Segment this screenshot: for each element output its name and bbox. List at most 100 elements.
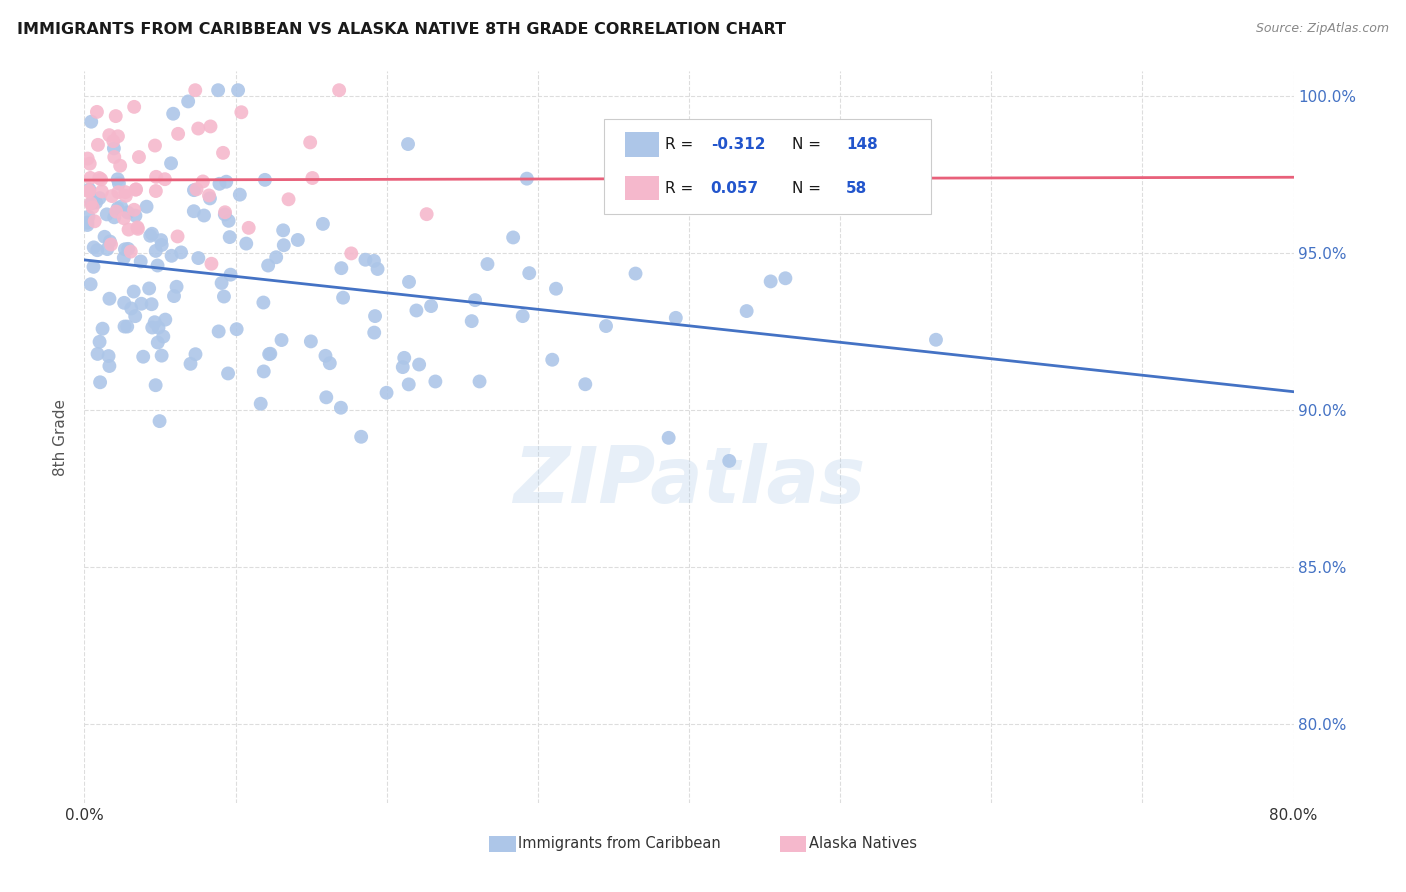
Point <box>117 222 139 236</box>
Point <box>925 333 948 347</box>
Point <box>226 83 249 97</box>
Point <box>516 171 538 186</box>
Point <box>79 170 101 185</box>
Point <box>150 233 173 247</box>
Point <box>187 121 209 136</box>
Text: -0.312: -0.312 <box>710 137 765 152</box>
Point <box>160 249 183 263</box>
Point <box>112 251 135 265</box>
Point <box>257 347 280 361</box>
Point <box>129 254 152 268</box>
Point <box>183 204 205 219</box>
Point <box>218 214 240 228</box>
Point <box>277 192 299 206</box>
Point <box>208 325 231 339</box>
Point <box>219 268 242 282</box>
Point <box>124 209 146 223</box>
Text: Alaska Natives: Alaska Natives <box>808 837 917 851</box>
Point <box>759 274 782 288</box>
Y-axis label: 8th Grade: 8th Grade <box>53 399 69 475</box>
Point <box>83 240 105 254</box>
Point <box>340 246 363 260</box>
Point <box>146 259 169 273</box>
Point <box>107 172 129 186</box>
Point <box>396 137 419 152</box>
Point <box>264 250 287 264</box>
Point <box>83 214 105 228</box>
Point <box>117 205 139 219</box>
Point <box>143 138 166 153</box>
Point <box>166 279 188 293</box>
Point <box>82 260 104 274</box>
Point <box>125 182 148 196</box>
Bar <box>489 836 516 852</box>
Point <box>363 326 385 340</box>
Point <box>122 202 145 217</box>
Point <box>183 183 205 197</box>
Point <box>167 127 190 141</box>
Bar <box>624 132 659 157</box>
Point <box>367 262 389 277</box>
Point <box>107 129 129 144</box>
Point <box>238 220 260 235</box>
Point <box>208 177 231 191</box>
Point <box>658 431 681 445</box>
Point <box>145 378 167 392</box>
Point <box>98 128 121 143</box>
Point <box>299 136 322 150</box>
Point <box>77 184 100 198</box>
Point <box>735 304 758 318</box>
Point <box>122 100 145 114</box>
Point <box>107 202 129 216</box>
Point <box>574 377 596 392</box>
Point <box>207 83 229 97</box>
Point <box>212 289 235 303</box>
Point <box>124 183 146 197</box>
Bar <box>780 836 806 852</box>
Point <box>114 319 136 334</box>
Point <box>636 198 658 212</box>
Point <box>314 349 336 363</box>
Point <box>100 237 122 252</box>
Point <box>76 216 98 230</box>
Point <box>77 210 100 224</box>
Point <box>328 83 350 97</box>
Point <box>193 209 215 223</box>
Point <box>152 329 174 343</box>
Point <box>200 257 222 271</box>
Point <box>187 251 209 265</box>
Point <box>103 150 125 164</box>
Point <box>139 228 162 243</box>
Point <box>141 297 163 311</box>
Point <box>141 320 163 334</box>
Text: ZIPatlas: ZIPatlas <box>513 443 865 519</box>
Point <box>145 169 167 184</box>
Point <box>104 109 127 123</box>
Point <box>425 375 447 389</box>
Point <box>141 227 163 241</box>
Text: 58: 58 <box>846 181 868 196</box>
Point <box>170 245 193 260</box>
Text: R =: R = <box>665 137 697 152</box>
Point <box>163 289 186 303</box>
Point <box>82 201 104 215</box>
Point <box>595 319 617 334</box>
Point <box>146 335 169 350</box>
Text: Source: ZipAtlas.com: Source: ZipAtlas.com <box>1256 22 1389 36</box>
Point <box>131 297 153 311</box>
Point <box>101 189 124 203</box>
Point <box>127 222 149 236</box>
Point <box>79 157 101 171</box>
Text: N =: N = <box>792 137 825 152</box>
Point <box>135 200 157 214</box>
Point <box>79 182 101 196</box>
Point <box>76 152 98 166</box>
Point <box>301 171 323 186</box>
Point <box>253 173 276 187</box>
Point <box>108 177 131 191</box>
Point <box>184 347 207 361</box>
Point <box>184 83 207 97</box>
Point <box>79 277 101 292</box>
Text: R =: R = <box>665 181 697 196</box>
Point <box>270 333 292 347</box>
